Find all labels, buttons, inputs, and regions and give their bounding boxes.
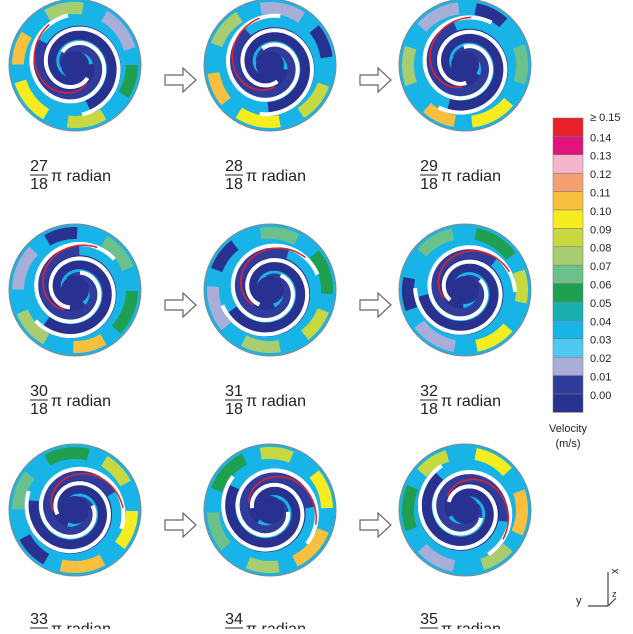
colorbar-title: Velocity	[549, 423, 587, 435]
colorbar-swatch	[553, 118, 583, 136]
colorbar-swatch	[553, 173, 583, 191]
fraction-denominator: 18	[30, 176, 48, 193]
contour-panel	[204, 444, 336, 576]
core	[451, 496, 479, 524]
colorbar-swatch	[553, 136, 583, 154]
colorbar-swatch	[553, 155, 583, 173]
axis-label: y	[576, 595, 582, 607]
fraction-numerator: 27	[30, 158, 48, 175]
core	[256, 496, 284, 524]
core	[61, 276, 89, 304]
contour-panel	[399, 444, 531, 576]
colorbar-unit: (m/s)	[555, 438, 580, 450]
fraction-denominator: 18	[420, 176, 438, 193]
ring-patch	[261, 453, 292, 457]
arrow	[165, 513, 196, 537]
colorbar-label: 0.02	[590, 353, 611, 365]
fraction-numerator: 28	[225, 158, 243, 175]
colorbar-label: 0.00	[590, 390, 611, 402]
ring-patch	[408, 278, 411, 309]
fraction-unit: π radian	[51, 621, 111, 629]
ring-patch	[61, 560, 102, 567]
ring-patch	[517, 491, 522, 533]
colorbar-label: 0.13	[590, 151, 611, 163]
contour-panel	[399, 224, 531, 356]
colorbar-label: 0.12	[590, 169, 611, 181]
arrow	[360, 513, 391, 537]
contour-panel	[204, 224, 336, 356]
fraction-numerator: 33	[30, 611, 48, 628]
colorbar-swatch	[553, 210, 583, 228]
colorbar-label: 0.04	[590, 316, 611, 328]
colorbar-label: 0.03	[590, 335, 611, 347]
core	[61, 51, 89, 79]
fraction-denominator: 18	[225, 176, 243, 193]
core	[451, 51, 479, 79]
colorbar-label: 0.11	[590, 188, 611, 200]
fraction-unit: π radian	[246, 168, 306, 185]
colorbar-swatch	[553, 394, 583, 412]
ring-patch	[261, 233, 297, 240]
colorbar-swatch	[553, 247, 583, 265]
colorbar-swatch	[553, 376, 583, 394]
fraction-unit: π radian	[441, 621, 501, 629]
colorbar-swatch	[553, 302, 583, 320]
arrow	[165, 293, 196, 317]
axis-label: z	[612, 589, 617, 599]
fraction-denominator: 18	[30, 401, 48, 418]
axis-line	[608, 598, 616, 606]
fraction-numerator: 32	[420, 383, 438, 400]
colorbar-swatch	[553, 357, 583, 375]
contour-panel	[9, 224, 141, 356]
arrow	[165, 68, 196, 92]
fraction-unit: π radian	[246, 621, 306, 629]
colorbar-swatch	[553, 284, 583, 302]
fraction-numerator: 34	[225, 611, 243, 628]
fraction-unit: π radian	[51, 168, 111, 185]
fraction-numerator: 31	[225, 383, 243, 400]
fraction-unit: π radian	[51, 393, 111, 410]
arrow	[360, 293, 391, 317]
colorbar-label: 0.07	[590, 261, 611, 273]
colorbar-label: 0.06	[590, 280, 611, 292]
contour-panel	[399, 0, 531, 131]
fraction-numerator: 29	[420, 158, 438, 175]
ring-patch	[248, 563, 279, 567]
ring-patch	[408, 48, 411, 84]
colorbar-label: 0.01	[590, 372, 611, 384]
colorbar-label: 0.10	[590, 206, 611, 218]
colorbar-swatch	[553, 320, 583, 338]
core	[256, 276, 284, 304]
ring-patch	[47, 453, 88, 460]
contour-panel	[9, 444, 141, 576]
fraction-numerator: 30	[30, 383, 48, 400]
colorbar-label: 0.08	[590, 243, 611, 255]
arrow	[360, 68, 391, 92]
ring-patch	[244, 341, 280, 347]
colorbar-swatch	[553, 265, 583, 283]
fraction-unit: π radian	[441, 168, 501, 185]
axis-label: x	[609, 568, 621, 574]
core	[256, 51, 284, 79]
fraction-numerator: 35	[420, 611, 438, 628]
fraction-denominator: 18	[420, 401, 438, 418]
colorbar-swatch	[553, 339, 583, 357]
colorbar-swatch	[553, 228, 583, 246]
fraction-denominator: 18	[225, 401, 243, 418]
core	[451, 276, 479, 304]
fraction-unit: π radian	[246, 393, 306, 410]
ring-patch	[408, 487, 413, 529]
figure: 2718π radian2818π radian2918π radian3018…	[0, 0, 633, 629]
colorbar-swatch	[553, 192, 583, 210]
colorbar-label: 0.05	[590, 298, 611, 310]
ring-patch	[519, 46, 522, 82]
fraction-unit: π radian	[441, 393, 501, 410]
colorbar-label: 0.09	[590, 224, 611, 236]
colorbar-label: 0.14	[590, 132, 611, 144]
contour-panel	[204, 0, 336, 131]
ring-patch	[519, 271, 522, 302]
colorbar-label: ≥ 0.15	[590, 112, 621, 124]
core	[61, 496, 89, 524]
contour-panel	[9, 0, 141, 131]
